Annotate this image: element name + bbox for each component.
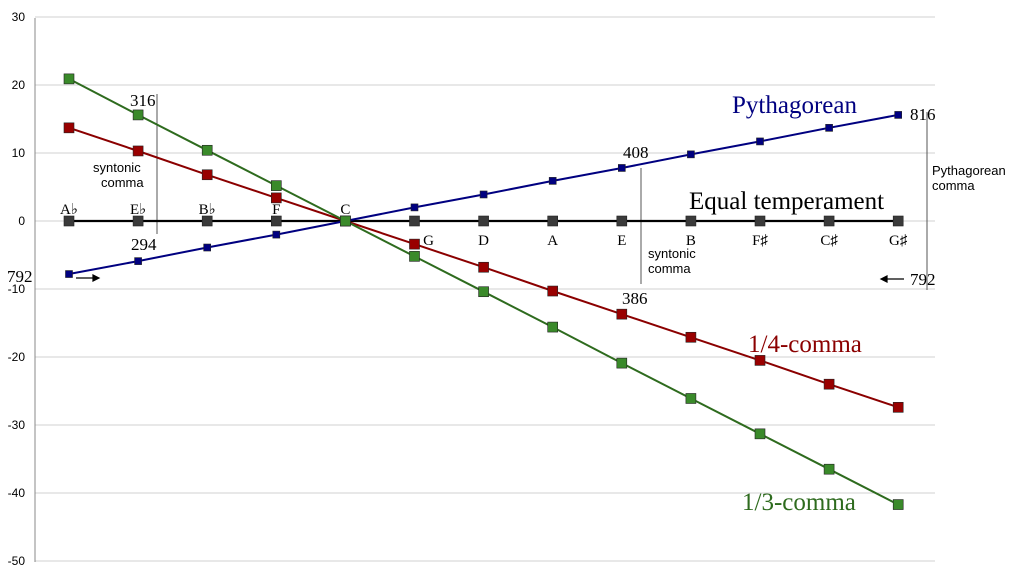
marker-pythagorean — [410, 203, 419, 212]
marker-1-3-comma — [270, 180, 282, 191]
marker-equal-temperament — [685, 215, 697, 227]
y-tick-label: 10 — [12, 146, 26, 160]
marker-equal-temperament — [132, 215, 144, 227]
annotation-386: 386 — [622, 289, 648, 308]
y-tick-label: 30 — [12, 10, 26, 24]
series-markers — [63, 73, 904, 510]
marker-1-4-comma — [201, 169, 213, 181]
marker-equal-temperament — [409, 215, 420, 227]
annotation-syntonic-left-2: comma — [101, 175, 144, 190]
note-label: A♭ — [60, 202, 78, 218]
series-label-third-comma: 1/3-comma — [742, 489, 856, 516]
note-label: G♯ — [889, 233, 908, 249]
note-label: E♭ — [130, 202, 146, 218]
y-tick-label: -20 — [8, 350, 26, 364]
marker-1-3-comma — [63, 73, 75, 85]
y-tick-label: 20 — [12, 78, 26, 92]
marker-1-3-comma — [892, 499, 904, 510]
marker-1-3-comma — [754, 428, 766, 440]
marker-1-3-comma — [823, 463, 835, 475]
marker-1-4-comma — [547, 285, 559, 297]
marker-1-4-comma — [409, 238, 420, 250]
marker-equal-temperament — [754, 215, 766, 227]
annotation-294: 294 — [131, 235, 157, 254]
marker-equal-temperament — [270, 215, 282, 227]
marker-pythagorean — [825, 124, 833, 132]
marker-1-4-comma — [616, 308, 628, 320]
annotation-pythagorean-comma-2: comma — [932, 178, 975, 193]
y-tick-label: -40 — [8, 486, 26, 500]
note-label: A — [547, 233, 558, 249]
marker-pythagorean — [479, 190, 488, 199]
marker-1-3-comma — [409, 251, 420, 262]
arrow-left-792 — [76, 274, 101, 282]
marker-1-3-comma — [340, 215, 351, 227]
note-label: C — [340, 202, 350, 218]
marker-1-3-comma — [478, 286, 489, 298]
marker-equal-temperament — [892, 215, 904, 227]
y-axis-ticks: 30 20 10 0 -10 -20 -30 -40 -50 — [8, 10, 26, 568]
marker-equal-temperament — [823, 215, 835, 227]
marker-1-3-comma — [201, 144, 213, 156]
marker-pythagorean — [756, 137, 764, 146]
marker-equal-temperament — [547, 215, 559, 227]
note-label: D — [478, 233, 489, 249]
y-tick-label: 0 — [18, 214, 25, 228]
marker-1-4-comma — [270, 192, 282, 204]
note-label: B♭ — [199, 202, 216, 218]
marker-pythagorean — [617, 164, 626, 172]
marker-1-4-comma — [685, 331, 697, 343]
marker-1-3-comma — [547, 321, 559, 333]
marker-1-3-comma — [616, 357, 628, 369]
marker-1-4-comma — [892, 402, 904, 413]
marker-equal-temperament — [201, 215, 213, 227]
annotation-syntonic-right-1: syntonic — [648, 246, 696, 261]
note-label: E — [617, 233, 626, 249]
marker-pythagorean — [894, 111, 903, 119]
marker-equal-temperament — [63, 215, 75, 227]
annotation-792-left: 792 — [7, 267, 33, 286]
annotation-syntonic-left-1: syntonic — [93, 160, 141, 175]
note-label: B — [686, 233, 696, 249]
marker-equal-temperament — [478, 215, 489, 227]
series-label-equal-temperament: Equal temperament — [689, 188, 884, 215]
annotation-816: 816 — [910, 105, 936, 124]
marker-1-4-comma — [478, 261, 489, 273]
y-tick-label: -10 — [8, 282, 26, 296]
note-label: C♯ — [820, 233, 838, 249]
marker-pythagorean — [687, 150, 695, 159]
marker-equal-temperament — [616, 215, 628, 227]
note-label: F♯ — [752, 233, 768, 249]
annotation-syntonic-right-2: comma — [648, 261, 691, 276]
marker-1-3-comma — [685, 393, 697, 404]
annotation-pythagorean-comma-1: Pythagorean — [932, 163, 1006, 178]
arrow-right-792 — [879, 275, 904, 283]
y-tick-label: -30 — [8, 418, 26, 432]
marker-pythagorean — [203, 243, 211, 252]
y-tick-label: -50 — [8, 554, 26, 568]
marker-1-4-comma — [63, 122, 75, 134]
note-label: G — [423, 233, 434, 249]
marker-pythagorean — [65, 270, 73, 278]
note-labels: A♭ E♭ B♭ F C G D A E B F♯ C♯ G♯ — [60, 202, 908, 249]
marker-1-3-comma — [132, 109, 144, 121]
series-label-pythagorean: Pythagorean — [732, 92, 857, 119]
marker-1-4-comma — [132, 145, 144, 157]
annotation-792-right: 792 — [910, 270, 936, 289]
marker-1-4-comma — [754, 355, 766, 366]
series-label-quarter-comma: 1/4-comma — [748, 331, 862, 358]
annotation-408: 408 — [623, 143, 649, 162]
annotation-316: 316 — [130, 91, 156, 110]
marker-pythagorean — [272, 230, 281, 239]
marker-pythagorean — [548, 177, 557, 185]
comma-brackets — [156, 94, 928, 290]
note-label: F — [272, 202, 280, 218]
marker-pythagorean — [134, 257, 142, 265]
marker-1-4-comma — [823, 378, 835, 390]
